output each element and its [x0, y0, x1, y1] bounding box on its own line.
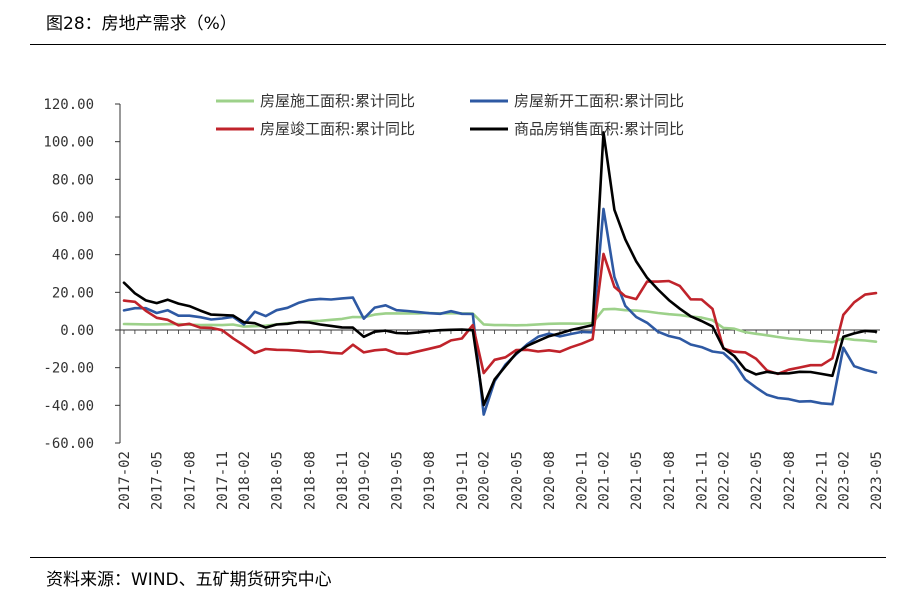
x-tick-label: 2018-08: [302, 451, 318, 510]
y-tick-label: 20.00: [52, 285, 94, 301]
x-tick-label: 2018-02: [237, 451, 253, 510]
y-tick-label: 80.00: [52, 172, 94, 188]
y-tick-label: 40.00: [52, 248, 94, 264]
x-tick-label: 2023-02: [836, 451, 852, 510]
y-tick-label: 0.00: [60, 323, 94, 339]
legend-label: 房屋新开工面积:累计同比: [514, 92, 684, 110]
y-axis: 120.00 100.00 80.00 60.00 40.00 20.00 0.00 -20.…: [43, 97, 121, 452]
x-tick-label: 2021-11: [695, 451, 711, 510]
x-tick-label: 2022-02: [716, 451, 732, 510]
y-tick-label: 60.00: [52, 210, 94, 226]
y-tick-label: -20.00: [43, 361, 94, 377]
x-tick-label: 2020-05: [509, 451, 525, 510]
legend-label: 商品房销售面积:累计同比: [514, 120, 684, 138]
x-tick-label: 2021-08: [662, 451, 678, 510]
bottom-rule: [30, 557, 886, 558]
series-line-4: [122, 131, 878, 407]
x-tick-label: 2019-08: [422, 451, 438, 510]
x-tick-label: 2020-08: [542, 451, 558, 510]
series-group: [122, 131, 878, 416]
x-tick-label: 2022-05: [749, 451, 765, 510]
y-tick-label: 120.00: [43, 97, 94, 113]
top-rule: [30, 44, 886, 45]
y-tick-label: -40.00: [43, 398, 94, 414]
x-tick-label: 2020-11: [575, 451, 591, 510]
figure-title: 图28：房地产需求（%）: [46, 14, 237, 34]
source-note: 资料来源：WIND、五矿期货研究中心: [46, 570, 332, 590]
y-tick-label: 100.00: [43, 135, 94, 151]
x-tick-label: 2019-11: [455, 451, 471, 510]
x-tick-label: 2017-02: [117, 451, 133, 510]
x-tick-label: 2021-05: [629, 451, 645, 510]
x-tick-label: 2018-05: [270, 451, 286, 510]
x-tick-label: 2018-11: [335, 451, 351, 510]
legend-label: 房屋竣工面积:累计同比: [260, 120, 415, 138]
x-tick-label: 2020-02: [477, 451, 493, 510]
x-axis: 2017-02 2017-05 2017-08 2017-11 2018-02 2018-…: [117, 329, 885, 510]
x-tick-label: 2022-11: [815, 451, 831, 510]
x-tick-label: 2017-08: [182, 451, 198, 510]
x-tick-label: 2019-02: [357, 451, 373, 510]
x-tick-label: 2022-08: [782, 451, 798, 510]
series-line-1: [122, 307, 878, 344]
series-line-2: [122, 207, 878, 416]
series-line-3: [122, 252, 878, 376]
y-tick-label: -60.00: [43, 436, 94, 452]
x-tick-label: 2017-11: [215, 451, 231, 510]
x-tick-label: 2023-05: [869, 451, 885, 510]
x-tick-label: 2019-05: [389, 451, 405, 510]
x-tick-label: 2017-05: [150, 451, 166, 510]
legend-label: 房屋施工面积:累计同比: [260, 92, 415, 110]
x-tick-label: 2021-02: [597, 451, 613, 510]
